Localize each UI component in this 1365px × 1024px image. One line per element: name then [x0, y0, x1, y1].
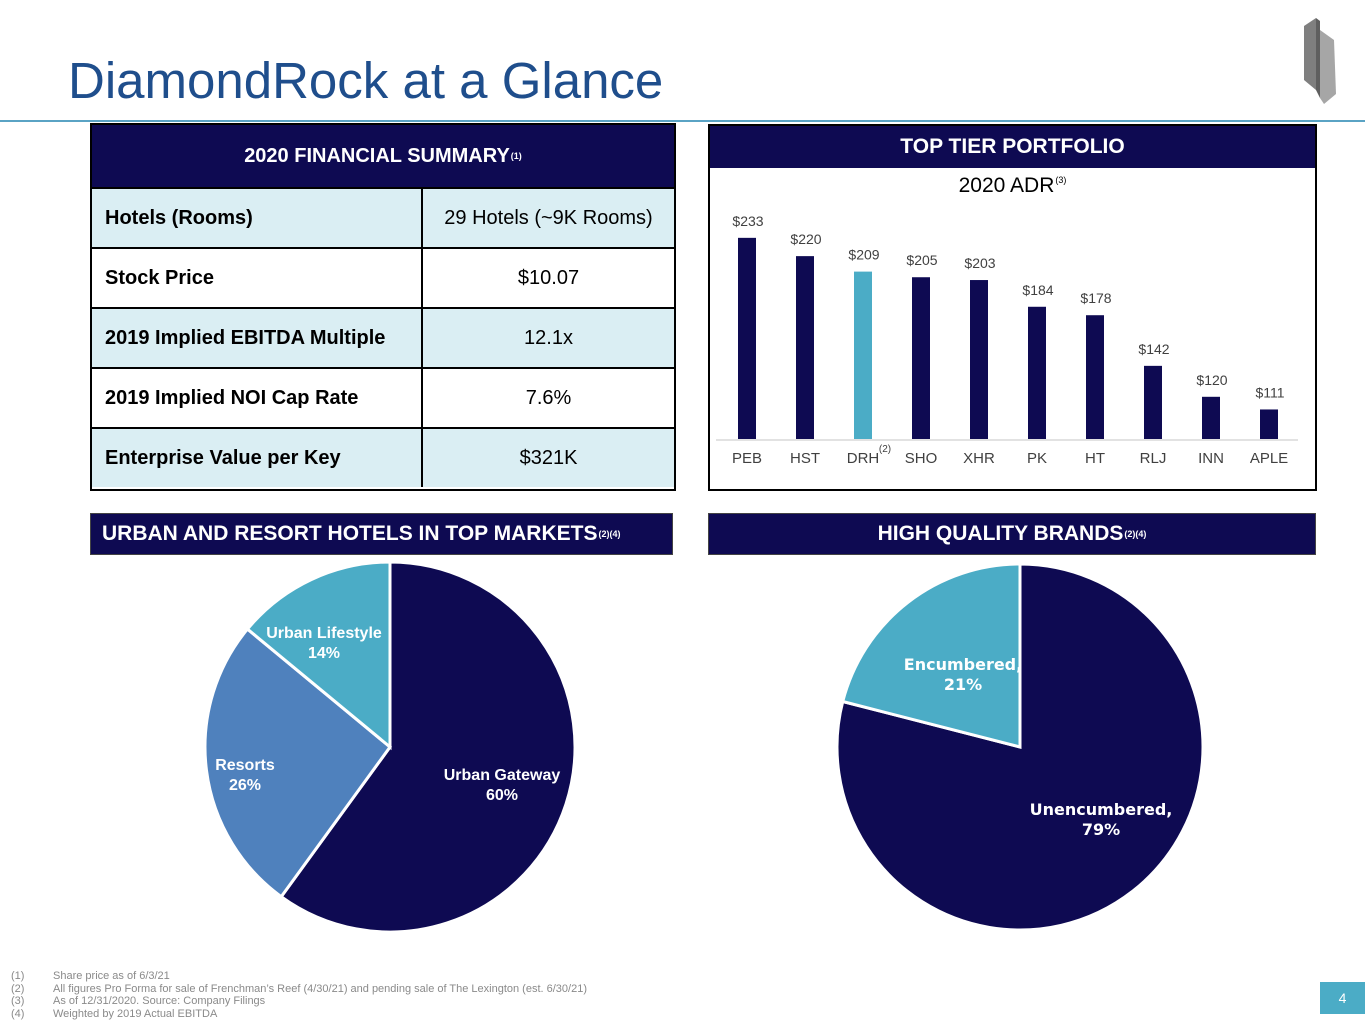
bar: [854, 271, 872, 439]
x-tick-label: HST: [790, 450, 820, 467]
row-label: Stock Price: [92, 249, 423, 307]
bar-value-label: $111: [1255, 384, 1284, 400]
bar-value-label: $142: [1138, 341, 1169, 357]
footnote-number: (3): [11, 995, 25, 1007]
footnote-ref: (3): [1055, 175, 1067, 185]
financial-summary-title: 2020 FINANCIAL SUMMARY: [244, 144, 510, 167]
footnote-ref: (2)(4): [1124, 529, 1147, 539]
bar-value-label: $120: [1196, 372, 1227, 388]
footnote-text: Share price as of 6/3/21: [53, 970, 170, 982]
pie-slice: [835, 562, 1205, 932]
brands-pie-chart: Unencumbered,79% Encumbered,21%: [835, 562, 1205, 932]
top-tier-portfolio-header: TOP TIER PORTFOLIO: [710, 126, 1315, 168]
bar: [738, 237, 756, 439]
x-tick-label: XHR: [963, 450, 995, 467]
urban-resort-header: URBAN AND RESORT HOTELS IN TOP MARKETS (2…: [90, 513, 673, 555]
bar: [1086, 315, 1104, 439]
slice-percent: 26%: [229, 777, 261, 794]
bar-value-label: $178: [1080, 290, 1111, 306]
footnote: (1) Share price as of 6/3/21: [11, 970, 587, 983]
bar: [912, 277, 930, 439]
pie-slice: [245, 560, 392, 751]
x-tick-label: SHO: [905, 450, 938, 467]
row-value: 29 Hotels (~9K Rooms): [444, 206, 653, 229]
slice-label: Resorts: [215, 757, 275, 774]
x-tick-label: APLE: [1250, 450, 1288, 467]
footnote-ref: (2)(4): [598, 529, 621, 539]
bar: [1144, 365, 1162, 439]
x-tick-label: HT: [1085, 450, 1105, 467]
slice-label: Urban Gateway: [444, 767, 561, 784]
footnote-text: All figures Pro Forma for sale of French…: [53, 982, 587, 995]
bar-value-label: $220: [790, 231, 821, 247]
urban-resort-title: URBAN AND RESORT HOTELS IN TOP MARKETS: [102, 522, 598, 545]
bar: [1202, 396, 1220, 439]
bar-value-label: $209: [848, 247, 879, 263]
row-label: 2019 Implied NOI Cap Rate: [92, 369, 423, 427]
bar-value-label: $203: [964, 255, 995, 271]
footnote-number: (2): [11, 982, 25, 995]
x-tick-label: INN: [1198, 450, 1224, 467]
slice-percent: 79%: [1082, 820, 1120, 839]
slice-percent: 60%: [486, 787, 518, 804]
slice-label: Encumbered,: [904, 655, 1022, 674]
slice-percent: 14%: [308, 645, 340, 662]
title-divider: [0, 120, 1365, 122]
footnote: (4) Weighted by 2019 Actual EBITDA: [11, 1008, 587, 1021]
table-row: 2019 Implied EBITDA Multiple 12.1x: [92, 309, 674, 369]
financial-summary-table: 2020 FINANCIAL SUMMARY (1) Hotels (Rooms)…: [90, 123, 676, 491]
pie-slice: [203, 626, 393, 899]
brands-title: HIGH QUALITY BRANDS: [877, 522, 1124, 545]
x-tick-label: PEB: [732, 450, 762, 467]
slice-label: Urban Lifestyle: [266, 625, 382, 642]
footnote-text: Weighted by 2019 Actual EBITDA: [53, 1007, 218, 1020]
row-value: 7.6%: [525, 386, 572, 409]
footnote-number: (4): [11, 1007, 25, 1020]
bar-value-label: $184: [1022, 282, 1053, 298]
top-tier-portfolio-panel: $233 PEB $220 HST $209 DRH (2) $205 SHO $203 XHR $1…: [708, 124, 1317, 491]
financial-summary-header: 2020 FINANCIAL SUMMARY (1): [92, 125, 674, 189]
slice-label: Unencumbered,: [1030, 800, 1173, 819]
footnotes: (1) Share price as of 6/3/21 (2) All figur…: [11, 970, 587, 1020]
adr-bar-chart: $233 PEB $220 HST $209 DRH(2) $205 SHO $203 XHR $1…: [716, 213, 1298, 467]
bar-value-label: $205: [906, 252, 937, 268]
footnote-number: (1): [11, 970, 25, 982]
footnote-ref: (2): [879, 444, 891, 455]
row-label: Hotels (Rooms): [92, 189, 423, 247]
company-logo: [1304, 18, 1336, 104]
bar: [970, 280, 988, 439]
chart-subtitle-text: 2020 ADR: [958, 174, 1055, 197]
table-row: Enterprise Value per Key $321K: [92, 429, 674, 487]
page-title: DiamondRock at a Glance: [68, 52, 664, 109]
table-row: Stock Price $10.07: [92, 249, 674, 309]
row-value: $321K: [519, 446, 578, 469]
pie-slice: [840, 562, 1022, 749]
brands-header: HIGH QUALITY BRANDS (2)(4): [708, 513, 1316, 555]
pie-slice: [279, 560, 577, 934]
row-value: 12.1x: [524, 326, 573, 349]
row-label: Enterprise Value per Key: [92, 429, 423, 487]
row-label: 2019 Implied EBITDA Multiple: [92, 309, 423, 367]
urban-resort-pie-chart: Urban Gateway 60% Resorts 26% Urban Lifestyl…: [203, 560, 577, 934]
bar: [796, 256, 814, 439]
row-value: $10.07: [517, 266, 580, 289]
bar: [1028, 306, 1046, 439]
x-tick-label: DRH: [847, 450, 880, 467]
table-row: 2019 Implied NOI Cap Rate 7.6%: [92, 369, 674, 429]
bar: [1260, 409, 1278, 439]
table-row: Hotels (Rooms) 29 Hotels (~9K Rooms): [92, 189, 674, 249]
chart-subtitle: 2020 ADR(3): [710, 174, 1315, 198]
footnote: (3) As of 12/31/2020. Source: Company Fil…: [11, 995, 587, 1008]
x-tick-label: RLJ: [1140, 450, 1167, 467]
slice-percent: 21%: [944, 675, 982, 694]
page-number: 4: [1320, 982, 1365, 1014]
footnote-ref: (1): [510, 151, 522, 161]
footnote-text: As of 12/31/2020. Source: Company Filing…: [53, 995, 266, 1007]
footnote: (2) All figures Pro Forma for sale of Fre…: [11, 983, 587, 996]
bar-value-label: $233: [732, 213, 763, 229]
x-tick-label: PK: [1027, 450, 1047, 467]
